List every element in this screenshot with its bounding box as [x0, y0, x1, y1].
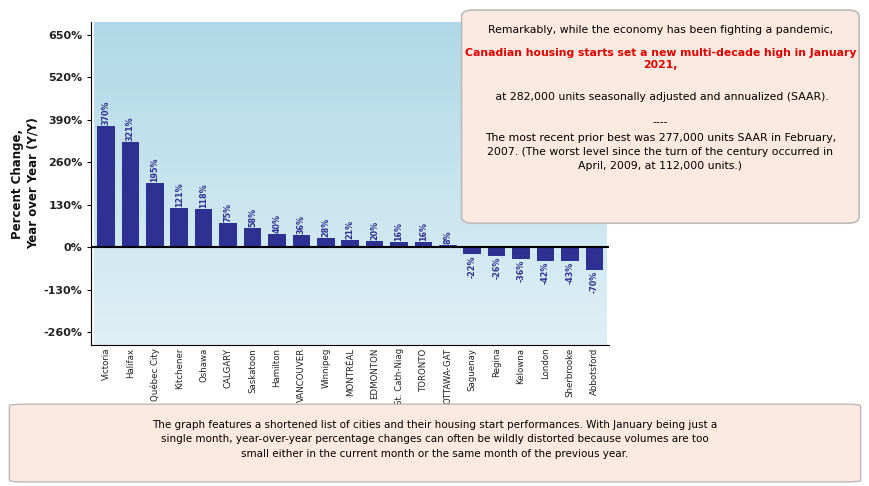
X-axis label: Census Metropolitan Areas (CMAs): Census Metropolitan Areas (CMAs) [228, 411, 472, 423]
Bar [561, 247, 578, 261]
Text: 121%: 121% [175, 182, 183, 207]
Bar [170, 208, 188, 247]
Text: 75%: 75% [223, 203, 232, 222]
Bar [341, 240, 359, 247]
Bar [268, 234, 285, 247]
FancyBboxPatch shape [461, 10, 858, 223]
Bar [122, 142, 139, 247]
Bar [439, 244, 456, 247]
Bar [512, 247, 529, 259]
Text: Remarkably, while the economy has been fighting a pandemic,: Remarkably, while the economy has been f… [488, 25, 832, 35]
Text: 118%: 118% [199, 183, 208, 208]
Text: 8%: 8% [443, 230, 452, 243]
Text: -43%: -43% [565, 262, 574, 284]
Text: ----: ---- [652, 117, 667, 127]
Bar [365, 241, 383, 247]
Text: Canadian housing starts set a new multi-decade high in January
2021,: Canadian housing starts set a new multi-… [464, 48, 855, 70]
Text: -42%: -42% [541, 262, 549, 284]
Bar [488, 247, 505, 256]
Bar [146, 184, 163, 247]
Bar [97, 126, 115, 247]
Bar [390, 242, 408, 247]
Text: 40%: 40% [272, 214, 281, 233]
Y-axis label: Percent Change,
Year over Year (Y/Y): Percent Change, Year over Year (Y/Y) [11, 118, 39, 249]
Text: 195%: 195% [150, 158, 159, 182]
Text: 321%: 321% [126, 117, 135, 141]
Bar [585, 247, 602, 270]
Text: 36%: 36% [296, 215, 306, 234]
Text: 28%: 28% [321, 218, 330, 237]
Bar [292, 235, 309, 247]
Text: 16%: 16% [394, 222, 403, 241]
Text: The graph features a shortened list of cities and their housing start performanc: The graph features a shortened list of c… [152, 420, 717, 459]
Text: at 282,000 units seasonally adjusted and annualized (SAAR).: at 282,000 units seasonally adjusted and… [491, 91, 828, 102]
Bar [415, 242, 432, 247]
FancyBboxPatch shape [10, 404, 859, 482]
Text: The most recent prior best was 277,000 units SAAR in February,
2007. (The worst : The most recent prior best was 277,000 u… [484, 133, 835, 171]
Text: -26%: -26% [492, 257, 501, 279]
Text: 58%: 58% [248, 208, 256, 227]
Text: -36%: -36% [516, 260, 525, 282]
Bar [243, 228, 261, 247]
Text: -22%: -22% [468, 255, 476, 278]
Text: 16%: 16% [419, 222, 428, 241]
Bar [316, 238, 335, 247]
Bar [536, 247, 554, 261]
Text: 370%: 370% [102, 101, 110, 125]
Text: 20%: 20% [369, 221, 379, 240]
Text: 21%: 21% [345, 220, 355, 239]
Bar [195, 208, 212, 247]
Text: -70%: -70% [589, 271, 598, 293]
Bar [219, 223, 236, 247]
Bar [463, 247, 481, 254]
